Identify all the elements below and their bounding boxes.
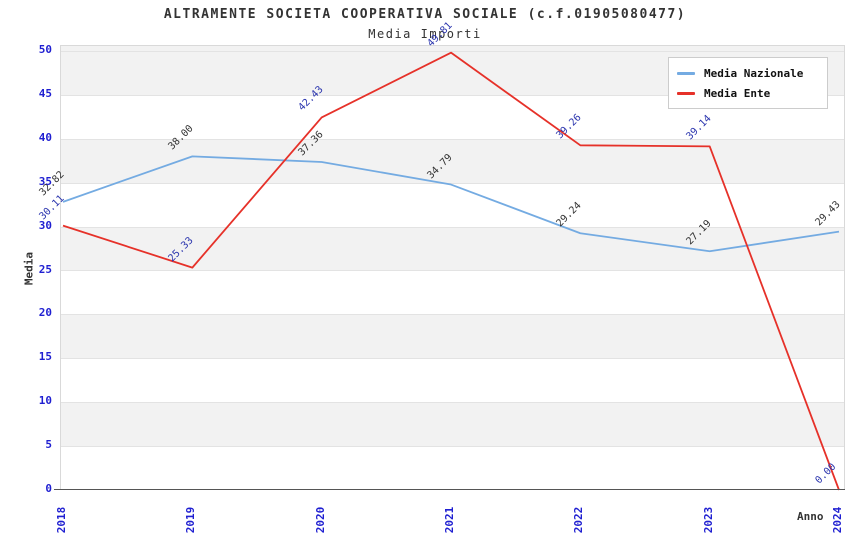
legend-item-media-nazionale: Media Nazionale	[677, 65, 817, 82]
x-tick-label: 2019	[184, 506, 198, 534]
y-tick-label: 10	[38, 394, 52, 408]
legend-line-swatch-blue	[677, 72, 695, 75]
y-tick-label: 25	[38, 262, 52, 276]
y-tick-label: 50	[38, 43, 52, 56]
x-tick-label: 2021	[443, 506, 456, 534]
gridline	[61, 139, 844, 140]
x-axis-line	[54, 489, 845, 490]
legend-line-swatch-red	[677, 92, 695, 95]
gridline	[61, 270, 844, 271]
y-tick-label: 20	[38, 306, 52, 320]
legend-item-media-ente: Media Ente	[677, 85, 817, 102]
chart-title: ALTRAMENTE SOCIETA COOPERATIVA SOCIALE (…	[163, 7, 687, 22]
legend-label: Media Ente	[704, 87, 771, 100]
gridline	[61, 227, 844, 228]
gridline	[61, 446, 844, 447]
chart-subtitle: Media Importi	[368, 27, 482, 41]
series-lines	[62, 51, 840, 491]
line-media-nazionale	[62, 155, 840, 253]
line-media-ente	[62, 51, 840, 491]
x-tick-label: 2024	[831, 506, 844, 534]
legend: Media Nazionale Media Ente	[668, 57, 828, 109]
y-tick-label: 0	[45, 482, 52, 495]
background-band	[61, 138, 844, 183]
plot-area	[60, 45, 845, 491]
y-tick-label: 35	[38, 174, 52, 188]
background-band	[61, 226, 844, 271]
x-tick-label: 2023	[701, 506, 715, 534]
x-tick-label: 2018	[55, 506, 68, 534]
gridline	[61, 402, 844, 403]
gridline	[61, 51, 844, 52]
background-band	[61, 402, 844, 447]
y-tick-label: 40	[38, 130, 52, 144]
gridline	[61, 358, 844, 359]
x-tick-label: 2020	[313, 506, 327, 534]
y-tick-label: 15	[38, 350, 52, 364]
x-axis-label: Anno	[797, 510, 824, 523]
gridline	[61, 314, 844, 315]
y-tick-label: 30	[38, 218, 52, 232]
y-tick-label: 5	[45, 438, 52, 452]
gridline	[61, 95, 844, 96]
background-band	[61, 314, 844, 359]
y-tick-label: 45	[38, 86, 52, 100]
legend-label: Media Nazionale	[704, 67, 804, 80]
x-tick-label: 2022	[572, 506, 586, 534]
gridline	[61, 183, 844, 184]
